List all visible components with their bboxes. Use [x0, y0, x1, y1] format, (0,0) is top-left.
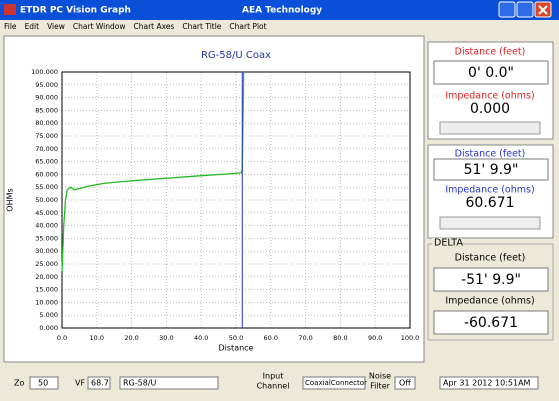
y-tick-label: 95.000	[35, 81, 58, 89]
chart: RG-58/U Coax Distance OHMs 0.000 5.000 10.000…	[6, 50, 420, 353]
y-tick-label: 35.000	[35, 234, 58, 242]
value: -51' 9.9"	[461, 272, 521, 288]
close-icon	[538, 5, 548, 15]
label: Impedance (ohms)	[445, 185, 534, 196]
minimize-button[interactable]	[498, 1, 516, 18]
delta-group	[427, 243, 554, 341]
x-tick-label: 0.0	[57, 334, 67, 342]
field	[433, 158, 549, 181]
field	[302, 376, 366, 390]
menu-item[interactable]: View	[47, 22, 65, 31]
menu-item[interactable]: Edit	[25, 22, 40, 31]
x-tick-label: 60.0	[264, 334, 278, 342]
label: Impedance (ohms)	[445, 91, 534, 102]
y-tick-label: 60.000	[35, 170, 58, 178]
value: 60.671	[466, 195, 515, 211]
plot-frame	[61, 71, 411, 329]
y-tick-label: 15.000	[35, 286, 58, 294]
value: Apr 31 2012 10:51AM	[443, 379, 531, 388]
x-tick-label: 50.0	[229, 334, 243, 342]
label: Distance (feet)	[455, 47, 526, 58]
y-tick-label: 70.000	[35, 145, 58, 153]
x-tick-label: 100.0	[401, 334, 420, 342]
y-tick-label: 75.000	[35, 132, 58, 140]
value: CoaxialConnector	[305, 379, 367, 387]
scrollbar[interactable]	[439, 216, 541, 230]
field	[433, 267, 549, 292]
value: 50	[38, 379, 48, 388]
app-icon	[4, 4, 16, 15]
y-tick-label: 55.000	[35, 183, 58, 191]
label: Channel	[257, 382, 290, 391]
value: RG-58/U	[123, 379, 157, 388]
field	[433, 60, 549, 85]
value: Off	[399, 379, 411, 388]
y-tick-label: 80.000	[35, 119, 58, 127]
y-tick-label: 45.000	[35, 209, 58, 217]
group-label-bg	[432, 238, 462, 248]
label: Distance (feet)	[455, 253, 526, 264]
menu-item[interactable]: Chart Title	[182, 22, 221, 31]
field	[433, 310, 549, 335]
label: Distance (feet)	[455, 149, 526, 160]
menu-item[interactable]: Chart Window	[73, 22, 126, 31]
x-tick-label: 30.0	[159, 334, 173, 342]
value: 0' 0.0"	[468, 65, 514, 81]
field	[394, 376, 416, 390]
y-tick-label: 5.000	[39, 311, 58, 319]
menu-item[interactable]: Chart Axes	[133, 22, 174, 31]
y-tick-label: 40.000	[35, 222, 58, 230]
field	[119, 376, 219, 390]
menu-item[interactable]: Chart Plot	[229, 22, 266, 31]
y-tick-label: 85.000	[35, 106, 58, 114]
y-tick-label: 10.000	[35, 298, 58, 306]
maximize-button[interactable]	[516, 1, 534, 18]
x-tick-label: 20.0	[124, 334, 138, 342]
chart-panel	[3, 35, 425, 363]
value: -60.671	[464, 315, 518, 331]
value: 0.000	[470, 101, 510, 117]
y-tick-label: 90.000	[35, 94, 58, 102]
y-tick-label: 25.000	[35, 260, 58, 268]
y-tick-label: 100.000	[31, 68, 58, 76]
y-tick-label: 50.000	[35, 196, 58, 204]
group-title: DELTA	[434, 238, 463, 249]
y-tick-label: 30.000	[35, 247, 58, 255]
x-axis-label: Distance	[219, 344, 254, 353]
chart-title: RG-58/U Coax	[201, 50, 271, 61]
label: Input	[263, 372, 284, 381]
x-tick-label: 70.0	[298, 334, 312, 342]
y-tick-label: 20.000	[35, 273, 58, 281]
menu-item[interactable]: File	[4, 22, 17, 31]
label: Zo	[14, 379, 24, 388]
x-tick-label: 90.0	[368, 334, 382, 342]
scrollbar[interactable]	[439, 121, 541, 135]
field	[439, 376, 539, 390]
value: 51' 9.9"	[464, 162, 519, 178]
y-tick-label: 0.000	[39, 324, 58, 332]
x-tick-label: 10.0	[90, 334, 104, 342]
app-title: ETDR PC Vision Graph	[20, 6, 131, 16]
label: VF	[75, 379, 85, 388]
label: Noise	[369, 372, 391, 381]
label: Filter	[370, 382, 391, 391]
field	[87, 376, 111, 390]
y-tick-label: 65.000	[35, 158, 58, 166]
title-bar	[0, 0, 559, 20]
x-tick-label: 40.0	[194, 334, 208, 342]
label: Impedance (ohms)	[445, 296, 534, 307]
y-axis-label: OHMs	[6, 188, 15, 211]
value: 68.7	[91, 379, 109, 388]
company: AEA Technology	[242, 6, 322, 16]
menu-bar: File Edit View Chart Window Chart Axes Chart …	[4, 22, 267, 31]
data-line	[61, 71, 245, 272]
x-tick-label: 80.0	[333, 334, 347, 342]
field	[29, 376, 59, 390]
